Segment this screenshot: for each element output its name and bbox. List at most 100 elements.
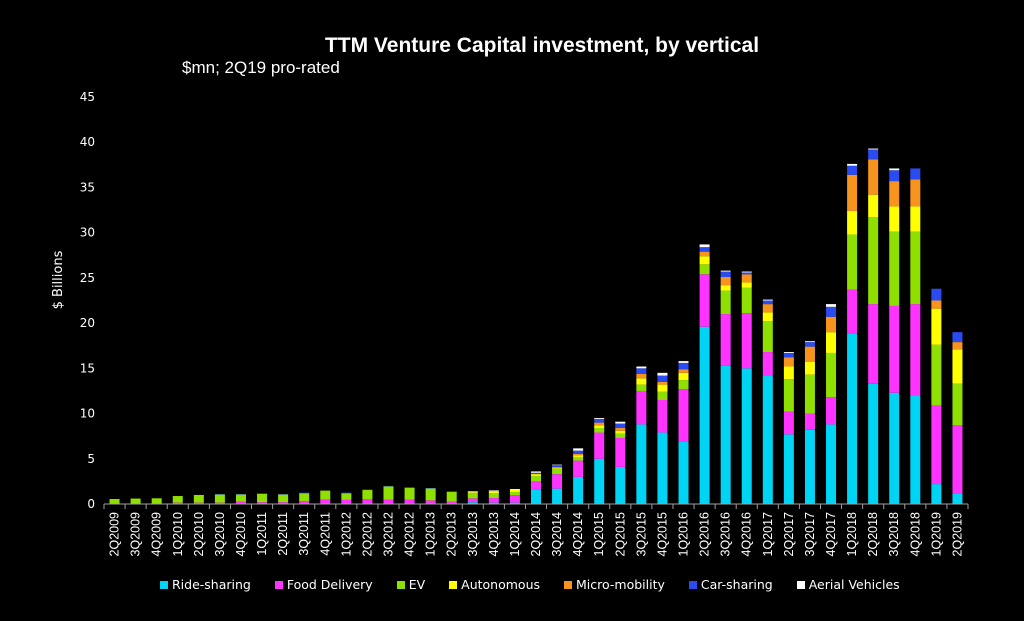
x-tick-label: 4Q2015 <box>655 512 669 557</box>
bar-segment-ev <box>910 231 921 305</box>
bar-segment-food-delivery <box>910 304 921 396</box>
x-tick-label: 4Q2011 <box>318 512 332 556</box>
bar-segment-ev <box>341 493 352 500</box>
bar-segment-car-sharing <box>552 465 563 467</box>
legend-item: Autonomous <box>449 577 540 592</box>
bar-stack <box>657 372 668 504</box>
bar-stack <box>826 304 837 504</box>
bar-segment-aerial-vehicles <box>868 148 879 150</box>
bar-segment-car-sharing <box>678 362 689 370</box>
bar-segment-food-delivery <box>257 502 268 504</box>
x-tick-label: 2Q2011 <box>276 512 290 556</box>
legend-item: EV <box>396 577 426 592</box>
x-tick-label: 1Q2018 <box>845 512 859 557</box>
bar-stack <box>762 299 773 504</box>
bar-segment-autonomous <box>762 312 773 322</box>
bar-segment-ride-sharing <box>804 429 815 504</box>
bar-segment-car-sharing <box>720 271 731 277</box>
bar-segment-food-delivery <box>826 397 837 425</box>
bar-stack <box>341 492 352 504</box>
bar-segment-car-sharing <box>341 492 352 494</box>
bar-segment-food-delivery <box>278 502 289 504</box>
legend-swatch <box>160 580 168 589</box>
bar-stack <box>509 489 520 504</box>
bar-segment-ev <box>552 468 563 475</box>
bar-stack <box>383 485 394 504</box>
bar-stack <box>952 332 963 504</box>
bar-segment-ride-sharing <box>615 466 626 504</box>
y-axis-label: $ Billions <box>51 250 66 309</box>
bar-stack <box>257 493 268 504</box>
legend-item: Micro-mobility <box>564 577 665 592</box>
legend-label: EV <box>408 577 426 592</box>
bar-segment-car-sharing <box>868 149 879 160</box>
bar-stack <box>235 494 246 504</box>
bar-segment-car-sharing <box>425 487 436 489</box>
x-tick-label: 1Q2013 <box>424 512 438 557</box>
bar-segment-autonomous <box>699 256 710 265</box>
bar-segment-ev <box>151 498 162 504</box>
bar-segment-autonomous <box>615 430 626 434</box>
legend-label: Ride-sharing <box>172 577 251 592</box>
bar-segment-car-sharing <box>657 375 668 382</box>
bar-segment-car-sharing <box>531 472 541 474</box>
bar-segment-food-delivery <box>804 413 815 430</box>
bar-stack <box>214 494 225 504</box>
legend-swatch <box>274 580 283 589</box>
x-tick-label: 4Q2016 <box>740 512 754 557</box>
bar-segment-car-sharing <box>931 288 942 301</box>
bar-segment-micro-mobility <box>678 369 689 373</box>
x-tick-label: 4Q2017 <box>824 512 838 557</box>
legend-label: Autonomous <box>461 577 541 592</box>
bar-segment-autonomous <box>868 194 879 218</box>
bar-segment-food-delivery <box>488 498 499 503</box>
y-tick-label: 10 <box>80 407 95 421</box>
bar-segment-ev <box>762 321 773 353</box>
x-tick-label: 2Q2013 <box>445 512 459 557</box>
x-tick-label: 2Q2015 <box>613 512 627 557</box>
bar-segment-ev <box>699 264 710 275</box>
bar-segment-ride-sharing <box>594 458 605 504</box>
bar-segment-ev <box>804 374 815 414</box>
bar-segment-autonomous <box>952 349 963 384</box>
bar-stack <box>910 168 921 504</box>
bar-segment-ev <box>931 344 942 406</box>
bar-segment-ride-sharing <box>467 502 478 504</box>
bar-segment-food-delivery <box>404 499 415 504</box>
bar-segment-micro-mobility <box>720 276 731 286</box>
bar-segment-car-sharing <box>889 170 900 182</box>
bar-segment-food-delivery <box>509 495 520 503</box>
x-tick-label: 2Q2016 <box>698 512 712 557</box>
y-axis-ticks: 0 5 10 15 20 25 30 35 40 45 <box>80 90 95 511</box>
bar-segment-ev <box>615 433 626 438</box>
y-tick-label: 0 <box>87 497 95 511</box>
bar-segment-car-sharing <box>404 487 415 488</box>
bar-segment-ride-sharing <box>531 489 541 504</box>
bar-segment-food-delivery <box>889 305 900 393</box>
bar-stack <box>362 489 373 504</box>
bar-segment-ev <box>741 287 752 314</box>
bar-segment-autonomous <box>783 366 794 380</box>
bar-segment-food-delivery <box>720 314 731 366</box>
bar-stack <box>868 148 879 504</box>
bar-segment-aerial-vehicles <box>552 464 563 466</box>
y-tick-label: 5 <box>87 452 95 466</box>
x-tick-label: 3Q2016 <box>719 512 733 557</box>
bar-segment-car-sharing <box>826 306 837 317</box>
bar-segment-food-delivery <box>531 481 541 490</box>
bar-segment-aerial-vehicles <box>741 271 752 273</box>
bar-segment-ev <box>362 489 373 500</box>
x-tick-label: 2Q2018 <box>866 512 880 557</box>
bar-segment-ev <box>826 352 837 398</box>
bar-segment-autonomous <box>910 206 921 232</box>
bar-stack <box>299 492 310 504</box>
bar-segment-autonomous <box>467 492 478 494</box>
bar-segment-ride-sharing <box>889 392 900 504</box>
bar-segment-ev <box>594 428 605 433</box>
bar-segment-ev <box>172 496 183 503</box>
bar-segment-ev <box>509 491 520 496</box>
bar-segment-ride-sharing <box>847 333 858 504</box>
chart-title: TTM Venture Capital investment, by verti… <box>324 34 760 57</box>
bar-stack <box>594 418 605 504</box>
x-tick-label: 1Q2012 <box>339 512 353 557</box>
